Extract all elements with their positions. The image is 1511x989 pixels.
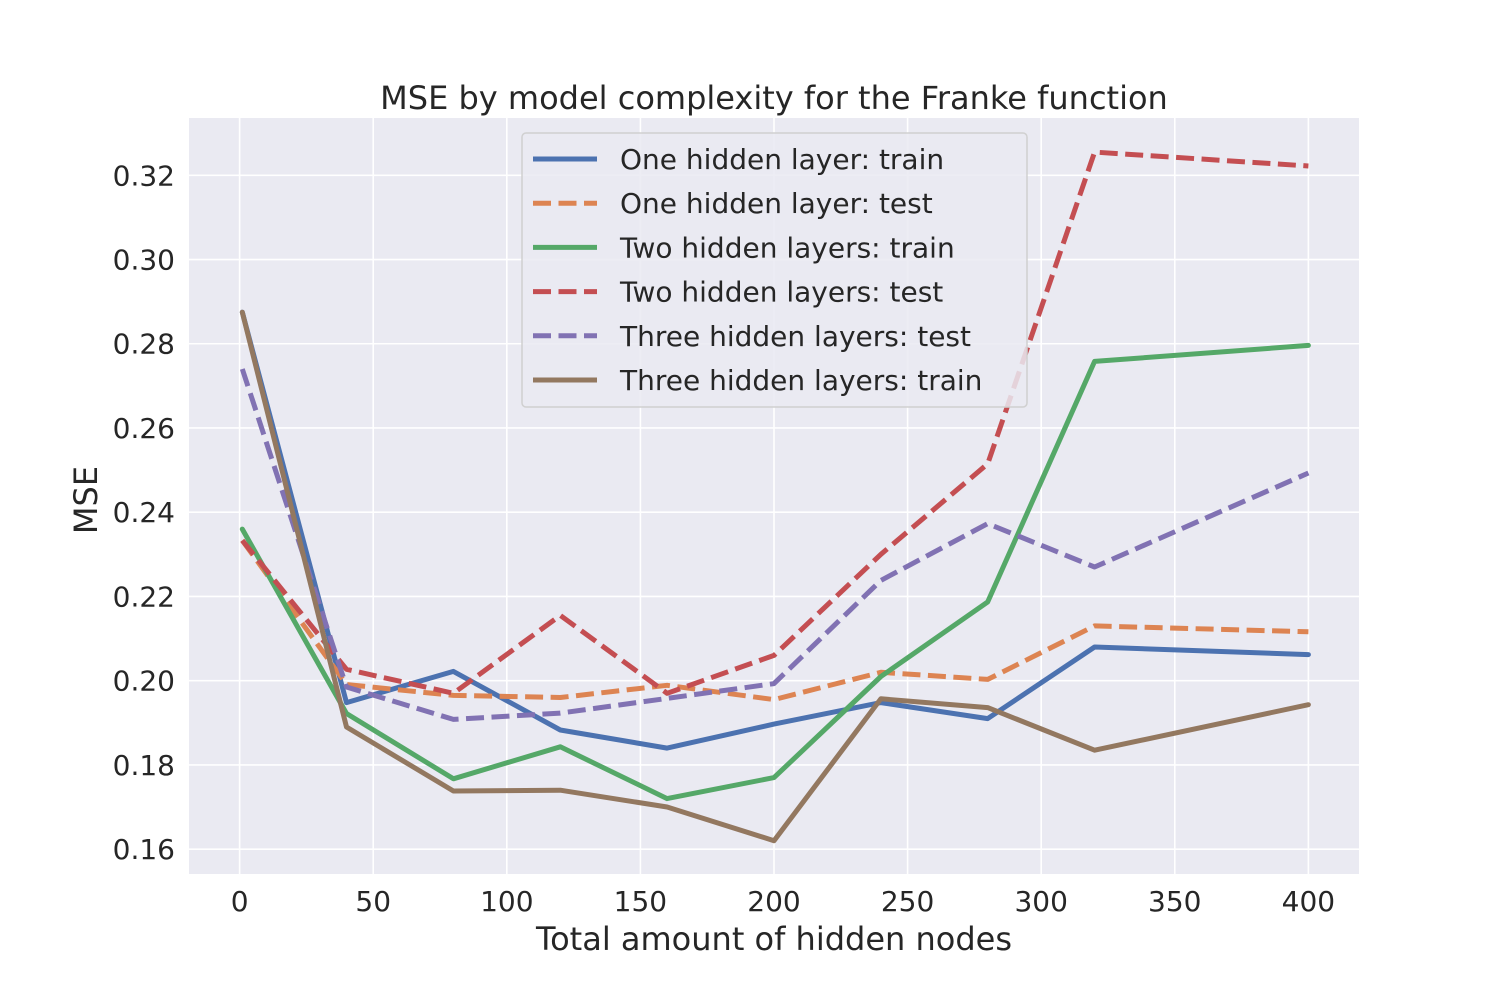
- y-axis-label: MSE: [67, 466, 105, 534]
- legend-label: One hidden layer: test: [620, 187, 933, 220]
- y-tick-label: 0.24: [113, 496, 175, 529]
- series-line-3: [239, 342, 1311, 802]
- x-tick-label: 100: [480, 885, 533, 918]
- x-tick-label: 400: [1282, 885, 1335, 918]
- legend-box: [521, 132, 1028, 408]
- legend-label: Three hidden layers: test: [619, 320, 971, 353]
- series-lines: [239, 149, 1311, 844]
- series-line-6: [239, 309, 1311, 844]
- x-tick-label: 250: [881, 885, 934, 918]
- x-axis-label: Total amount of hidden nodes: [535, 920, 1012, 958]
- series-line-2: [240, 538, 1309, 703]
- series-line-4: [240, 149, 1309, 696]
- x-tick-label: 0: [231, 885, 249, 918]
- y-tick-label: 0.18: [113, 749, 175, 782]
- y-tick-label: 0.22: [113, 580, 175, 613]
- legend: One hidden layer: train One hidden layer:…: [521, 132, 1028, 408]
- legend-label: Three hidden layers: train: [619, 364, 982, 397]
- y-tick-label: 0.20: [113, 665, 175, 698]
- series-line-5: [239, 368, 1310, 722]
- legend-label: Two hidden layers: test: [619, 276, 943, 309]
- x-tick-label: 50: [355, 885, 391, 918]
- y-tick-label: 0.28: [113, 328, 175, 361]
- x-tick-label: 350: [1148, 885, 1201, 918]
- chart-title: MSE by model complexity for the Franke f…: [380, 79, 1168, 117]
- legend-label: One hidden layer: train: [620, 143, 944, 176]
- y-tick-label: 0.26: [113, 412, 175, 445]
- series-line-1: [239, 309, 1311, 751]
- legend-label: Two hidden layers: train: [619, 231, 955, 264]
- x-tick-label: 150: [614, 885, 667, 918]
- y-tick-label: 0.32: [113, 159, 175, 192]
- x-tick-label: 300: [1014, 885, 1067, 918]
- x-tick-label: 200: [747, 885, 800, 918]
- y-tick-label: 0.16: [113, 833, 175, 866]
- tick-labels: 0 50 100 150 200 250 300 350 400 0.16 0.18 0.20 0.22…: [113, 159, 1335, 918]
- y-tick-label: 0.30: [113, 244, 175, 277]
